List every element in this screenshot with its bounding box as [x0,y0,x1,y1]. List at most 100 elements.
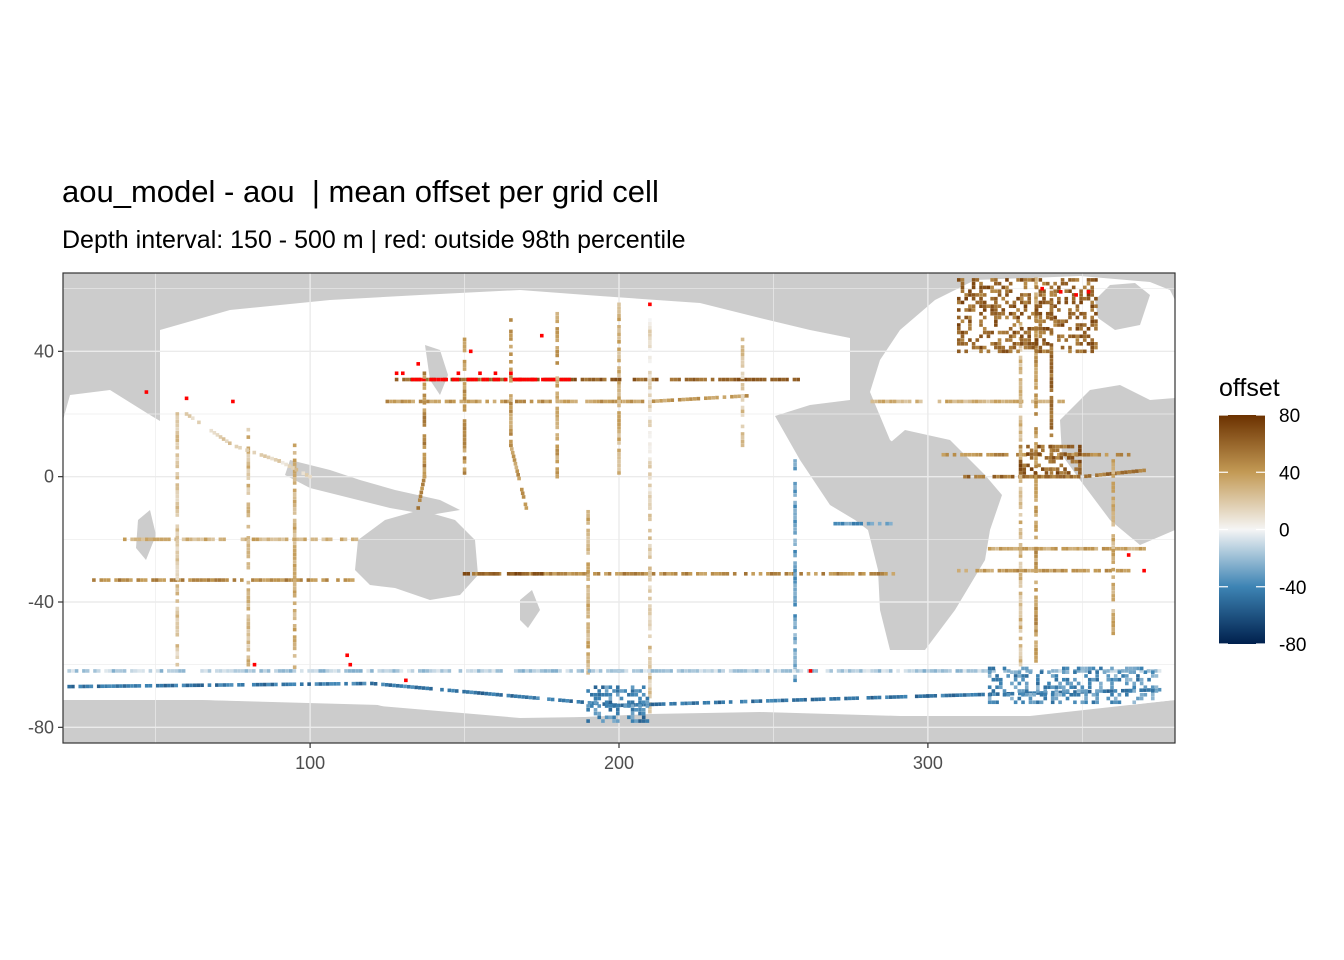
grid-cell [1111,470,1116,475]
ocean-atlantic [870,276,1175,705]
grid-cell [175,662,180,667]
grid-cell [555,395,560,399]
grid-cell [292,601,297,606]
grid-cell [588,399,593,404]
grid-cell [715,395,719,400]
grid-cell [1040,444,1045,449]
grid-cell [992,474,997,479]
grid-cell [948,669,952,673]
grid-cell [740,386,745,391]
grid-cell [252,450,257,455]
grid-cell [1094,319,1098,324]
grid-cell [355,681,359,686]
grid-cell [485,399,489,404]
grid-cell [392,669,396,673]
grid-cell [422,375,427,379]
grid-cell [956,308,961,312]
grid-cell [1093,568,1098,573]
grid-cell [1042,399,1046,404]
grid-cell [608,707,613,712]
grid-cell [1095,692,1099,697]
grid-cell [684,669,688,673]
grid-cell [1093,452,1098,457]
grid-cell [1094,278,1098,282]
grid-cell [1091,700,1096,705]
grid-cell [688,377,693,382]
grid-cell [175,505,180,510]
grid-cell [1047,685,1051,690]
grid-cell [1040,474,1044,479]
grid-cell [175,445,180,450]
grid-cell [1066,456,1071,460]
grid-cell [648,329,652,334]
grid-cell [270,682,275,687]
grid-cell [648,543,652,548]
grid-cell [175,457,180,461]
grid-cell [169,578,174,582]
track-cells [462,337,467,475]
grid-cell [1143,670,1148,674]
grid-cell [292,488,297,493]
grid-cell [617,471,621,475]
grid-cell [246,427,251,432]
grid-cell [1012,342,1017,346]
grid-cell [648,608,652,612]
map-subtitle: Depth interval: 150 - 500 m | red: outsi… [62,226,686,254]
grid-cell [246,655,251,660]
grid-cell [1034,561,1038,566]
grid-cell [648,691,652,695]
grid-cell [1075,338,1080,342]
grid-cell [881,669,886,673]
grid-cell [707,396,712,400]
grid-cell [203,578,207,582]
grid-cell [1076,681,1081,686]
grid-cell [1023,300,1028,305]
grid-cell [586,607,590,611]
grid-cell [1013,685,1018,690]
grid-cell [1018,606,1023,611]
grid-cell [1102,472,1106,477]
grid-cell [175,434,180,439]
grid-cell [1057,296,1061,301]
grid-cell [433,399,438,404]
grid-cell [1016,330,1020,335]
grid-cell [584,377,588,382]
grid-cell [1036,700,1040,705]
grid-cell [1053,568,1057,573]
grid-cell [175,539,180,544]
grid-cell [999,474,1004,479]
grid-cell [793,659,797,664]
grid-cell [695,701,699,705]
grid-cell [544,377,549,382]
grid-cell [215,669,219,673]
grid-cell [555,459,560,464]
grid-cell [1038,311,1043,316]
grid-cell [181,537,186,542]
grid-cell [1034,333,1038,338]
grid-cell [1083,546,1088,551]
grid-cell [978,452,983,457]
grid-cell [222,669,227,673]
grid-cell [1018,655,1023,659]
grid-cell [994,323,998,327]
grid-cell [175,565,180,570]
grid-cell [141,537,145,542]
grid-cell [1069,474,1074,479]
grid-cell [979,285,983,290]
grid-cell [246,659,251,663]
grid-cell [721,572,726,576]
grid-cell [1018,366,1023,371]
grid-cell [1038,345,1043,350]
grid-cell [509,375,513,379]
grid-cell [873,669,878,673]
grid-cell [1041,568,1046,573]
grid-cell [233,669,238,673]
track-cells [555,311,560,479]
outlier-cell [184,396,189,401]
grid-cell [1034,659,1038,663]
grid-cell [555,319,560,324]
grid-cell [244,669,249,673]
grid-cell [1132,689,1137,693]
grid-cell [1132,670,1137,674]
grid-cell [1109,689,1114,693]
